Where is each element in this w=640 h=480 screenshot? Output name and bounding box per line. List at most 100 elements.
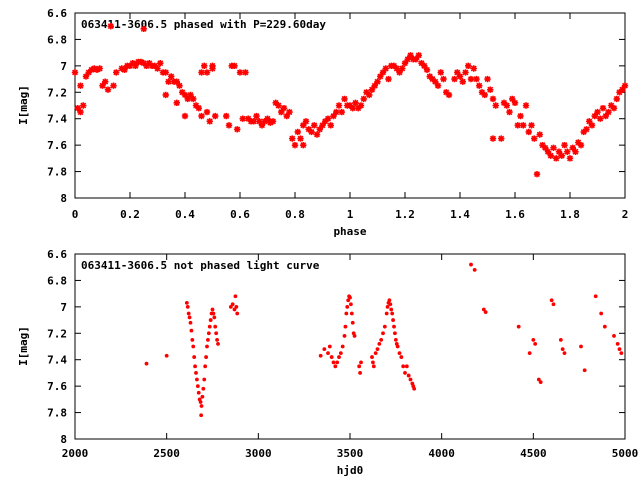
- data-point: [363, 89, 370, 96]
- data-point: [162, 69, 169, 76]
- data-point: [206, 337, 210, 342]
- data-point: [99, 82, 106, 89]
- data-point: [440, 75, 447, 83]
- data-point: [250, 118, 257, 125]
- data-point: [393, 331, 397, 336]
- data-point: [379, 69, 387, 76]
- data-point: [619, 351, 624, 356]
- data-point: [264, 115, 271, 122]
- y-tick-label: 8: [60, 433, 67, 446]
- data-point: [516, 324, 521, 329]
- x-tick-label: 5000: [612, 447, 639, 460]
- data-point: [157, 60, 164, 67]
- data-point: [164, 353, 169, 358]
- data-point: [192, 355, 197, 359]
- data-point: [195, 377, 199, 382]
- data-point: [443, 89, 450, 96]
- data-point: [261, 118, 268, 125]
- data-point: [113, 69, 120, 76]
- data-point: [401, 60, 409, 67]
- data-point: [212, 315, 217, 320]
- data-point: [286, 108, 293, 116]
- y-axis-label: I[mag]: [17, 85, 30, 125]
- data-point: [333, 108, 340, 116]
- data-point: [245, 115, 252, 122]
- data-point: [193, 364, 197, 369]
- data-point: [560, 347, 565, 352]
- data-point: [198, 400, 203, 404]
- phased-light-curve-panel: 063411-3606.5 phased with P=229.60day ph…: [17, 7, 628, 238]
- x-tick-label: 0.4: [175, 208, 195, 221]
- data-point: [470, 65, 477, 72]
- data-point: [528, 122, 535, 129]
- y-tick-label: 7.4: [47, 113, 67, 126]
- data-point: [349, 104, 356, 112]
- data-point: [335, 102, 343, 109]
- data-point: [456, 73, 464, 80]
- data-point: [313, 131, 321, 138]
- data-point: [203, 108, 211, 116]
- data-point: [399, 355, 404, 359]
- data-point: [341, 95, 348, 103]
- data-point: [104, 86, 112, 93]
- data-point: [346, 102, 354, 109]
- data-point: [608, 102, 615, 109]
- data-point: [319, 122, 326, 129]
- data-point: [459, 78, 466, 85]
- x-tick-label: 2: [622, 208, 629, 221]
- x-axis-label: hjd0: [337, 464, 364, 477]
- data-point: [179, 89, 186, 96]
- data-point: [542, 144, 549, 151]
- y-tick-label: 6.8: [47, 33, 67, 46]
- data-point: [151, 62, 158, 70]
- y-tick-label: 7.6: [47, 139, 67, 152]
- data-point: [200, 394, 205, 399]
- data-point: [382, 65, 389, 72]
- data-point: [335, 360, 340, 365]
- data-point: [154, 65, 161, 72]
- data-point: [619, 86, 626, 93]
- data-point: [407, 52, 414, 59]
- data-point: [577, 141, 585, 149]
- data-point: [340, 344, 345, 349]
- data-point: [615, 341, 620, 346]
- data-point: [204, 355, 208, 359]
- data-point: [77, 82, 84, 89]
- data-point: [291, 141, 299, 149]
- x-tick-label: 1.2: [395, 208, 415, 221]
- data-point: [489, 95, 497, 103]
- data-point: [300, 141, 307, 149]
- data-point: [195, 104, 202, 112]
- data-point: [387, 298, 392, 303]
- y-tick-label: 7.8: [47, 407, 67, 420]
- data-point: [527, 351, 532, 356]
- x-tick-label: 0.2: [120, 208, 140, 221]
- x-tick-label: 1.6: [505, 208, 525, 221]
- data-point: [223, 112, 230, 120]
- y-tick-label: 7.2: [47, 327, 67, 340]
- data-point: [322, 347, 327, 352]
- data-points: [71, 23, 629, 178]
- data-point: [575, 139, 582, 146]
- data-point: [381, 331, 385, 336]
- data-point: [206, 331, 211, 336]
- data-point: [327, 344, 332, 349]
- data-point: [231, 62, 238, 70]
- data-point: [588, 122, 596, 129]
- data-point: [415, 52, 422, 59]
- data-point: [345, 304, 350, 309]
- data-point: [465, 62, 472, 70]
- data-point: [481, 307, 486, 312]
- data-point: [558, 152, 565, 159]
- data-point: [272, 99, 279, 107]
- data-point: [399, 65, 406, 72]
- data-point: [569, 144, 576, 151]
- data-point: [421, 62, 428, 70]
- data-point: [77, 108, 84, 116]
- data-point: [173, 78, 180, 85]
- data-point: [478, 89, 486, 96]
- data-point: [522, 102, 530, 109]
- data-point: [190, 337, 195, 342]
- data-point: [198, 112, 205, 120]
